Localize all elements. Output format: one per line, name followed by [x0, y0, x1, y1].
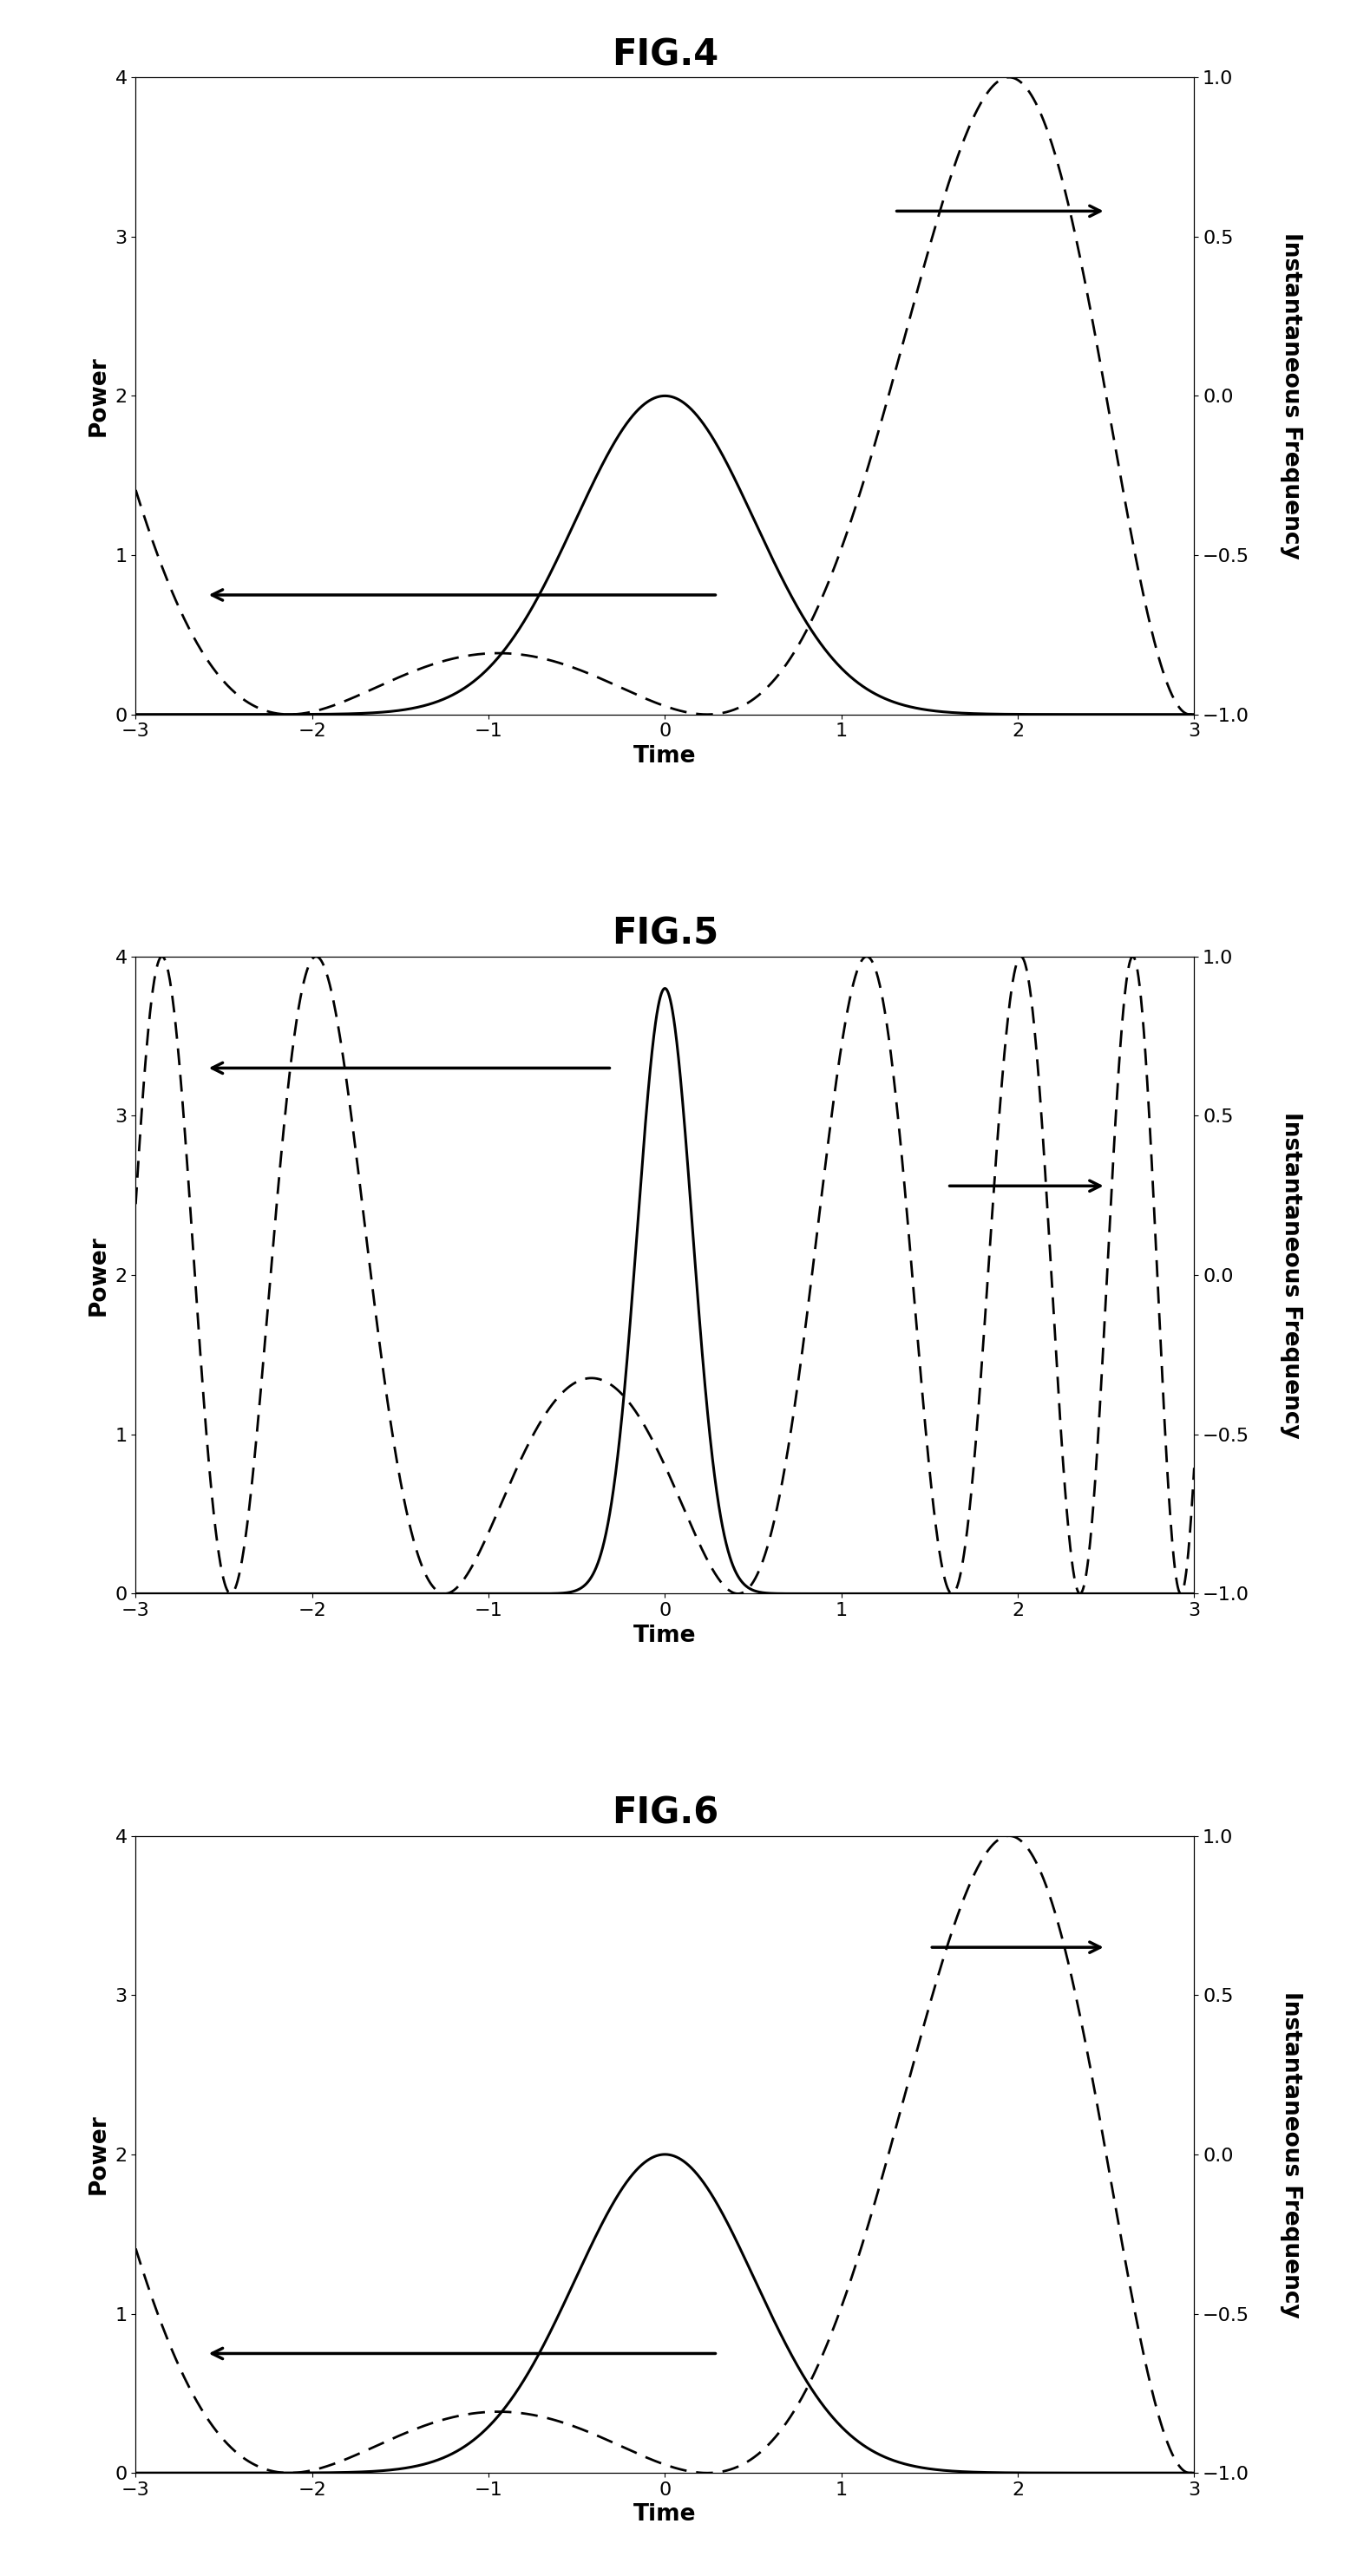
Y-axis label: Instantaneous Frequency: Instantaneous Frequency	[1280, 1991, 1303, 2318]
Y-axis label: Power: Power	[87, 1234, 110, 1316]
X-axis label: Time: Time	[634, 1625, 696, 1646]
Y-axis label: Power: Power	[87, 355, 110, 435]
X-axis label: Time: Time	[634, 744, 696, 768]
Title: FIG.5: FIG.5	[612, 917, 718, 953]
Title: FIG.4: FIG.4	[612, 36, 718, 72]
Y-axis label: Instantaneous Frequency: Instantaneous Frequency	[1280, 232, 1303, 559]
X-axis label: Time: Time	[634, 2504, 696, 2527]
Title: FIG.6: FIG.6	[612, 1795, 718, 1832]
Y-axis label: Instantaneous Frequency: Instantaneous Frequency	[1280, 1113, 1303, 1437]
Y-axis label: Power: Power	[87, 2115, 110, 2195]
